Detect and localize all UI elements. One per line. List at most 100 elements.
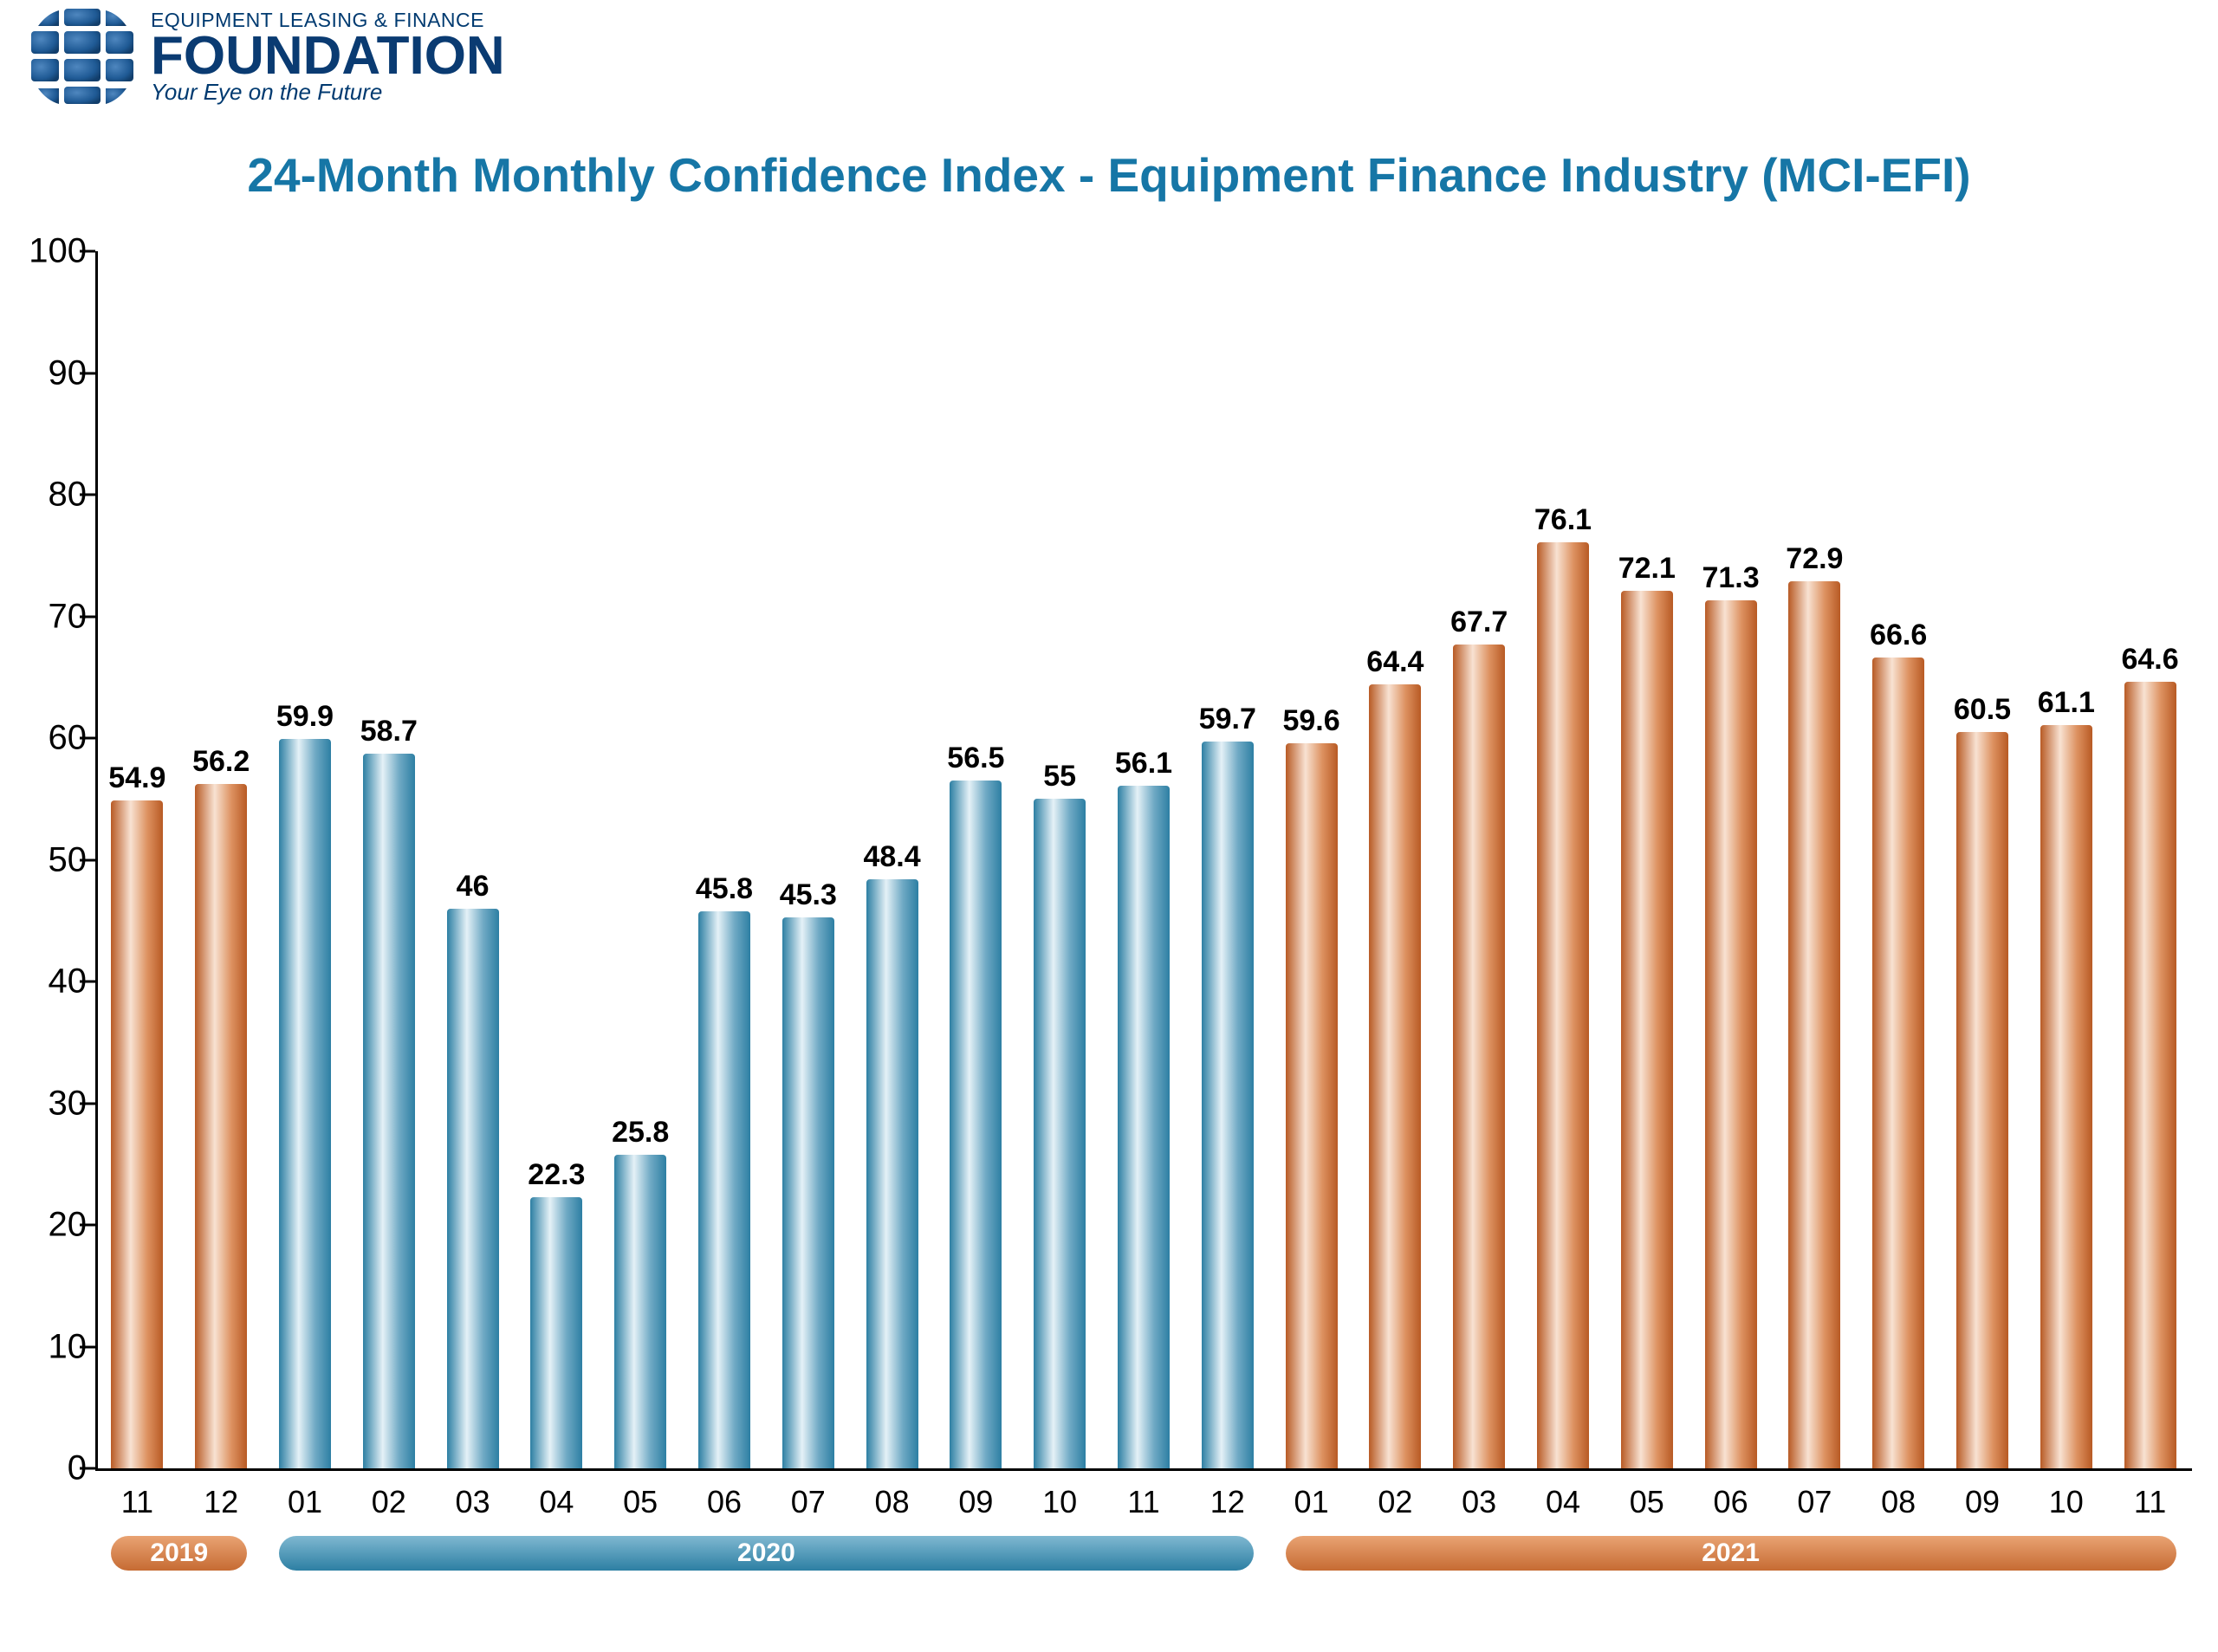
- bar-value-label: 59.6: [1282, 704, 1339, 738]
- x-month-label: 06: [1714, 1484, 1748, 1520]
- bar: 46: [447, 909, 499, 1468]
- bar: 56.2: [195, 784, 247, 1468]
- bar: 58.7: [363, 754, 415, 1468]
- y-tick-mark: [80, 615, 95, 618]
- bar: 60.5: [1956, 732, 2008, 1468]
- bar: 56.1: [1118, 786, 1170, 1468]
- bar: 55: [1034, 799, 1086, 1468]
- bar-value-label: 25.8: [612, 1116, 669, 1150]
- bar-value-label: 71.3: [1702, 561, 1759, 595]
- bar-slot: 56.509: [934, 251, 1018, 1468]
- bar: 45.3: [782, 917, 834, 1468]
- bar-slot: 59.712: [1185, 251, 1269, 1468]
- bar-slot: 56.212: [179, 251, 263, 1468]
- bar: 56.5: [950, 781, 1002, 1468]
- y-tick-mark: [80, 1345, 95, 1348]
- bar-slot: 66.608: [1857, 251, 1941, 1468]
- x-month-label: 05: [623, 1484, 658, 1520]
- bar-slot: 59.601: [1269, 251, 1353, 1468]
- bar-value-label: 67.7: [1450, 606, 1508, 639]
- bar: 61.1: [2040, 725, 2092, 1468]
- bar-value-label: 45.3: [780, 878, 837, 912]
- bar: 25.8: [614, 1155, 666, 1468]
- x-month-label: 03: [456, 1484, 490, 1520]
- y-tick-mark: [80, 981, 95, 983]
- bar-value-label: 72.1: [1618, 552, 1676, 586]
- x-month-label: 11: [2134, 1484, 2166, 1520]
- x-month-label: 11: [1127, 1484, 1159, 1520]
- bar-value-label: 58.7: [360, 715, 418, 748]
- x-month-label: 12: [204, 1484, 238, 1520]
- bar-value-label: 46: [457, 870, 490, 904]
- bar-value-label: 55: [1043, 760, 1076, 794]
- y-tick-mark: [80, 1102, 95, 1105]
- year-group-strip: 2021: [1286, 1536, 2176, 1571]
- bar: 71.3: [1705, 600, 1757, 1468]
- y-tick-mark: [80, 372, 95, 374]
- logo-main-text: FOUNDATION: [151, 32, 505, 81]
- y-tick-mark: [80, 1224, 95, 1227]
- bar-value-label: 56.2: [192, 745, 250, 779]
- bar-slot: 56.111: [1102, 251, 1186, 1468]
- x-month-label: 11: [121, 1484, 153, 1520]
- bar-slot: 61.110: [2024, 251, 2108, 1468]
- y-tick-mark: [80, 250, 95, 253]
- x-month-label: 04: [1546, 1484, 1580, 1520]
- bar-slot: 54.911: [95, 251, 179, 1468]
- bar-value-label: 76.1: [1534, 503, 1592, 537]
- plot-area: 54.91156.21259.90158.702460322.30425.805…: [95, 251, 2192, 1468]
- bar-value-label: 56.5: [947, 742, 1004, 775]
- bar: 45.8: [698, 911, 750, 1468]
- year-group-strip: 2020: [279, 1536, 1254, 1571]
- x-month-label: 02: [1378, 1484, 1412, 1520]
- x-month-label: 03: [1462, 1484, 1496, 1520]
- bar-value-label: 22.3: [528, 1158, 585, 1192]
- bar-slot: 59.901: [263, 251, 347, 1468]
- x-month-label: 07: [1797, 1484, 1832, 1520]
- bar-value-label: 72.9: [1786, 542, 1843, 576]
- x-month-label: 12: [1210, 1484, 1245, 1520]
- x-month-label: 04: [539, 1484, 574, 1520]
- bar: 59.6: [1286, 743, 1338, 1468]
- foundation-logo: EQUIPMENT LEASING & FINANCE FOUNDATION Y…: [26, 5, 505, 109]
- bar: 72.9: [1788, 581, 1840, 1468]
- x-month-label: 02: [372, 1484, 406, 1520]
- x-month-label: 06: [707, 1484, 742, 1520]
- bar-value-label: 45.8: [696, 872, 753, 906]
- bar-slot: 4603: [431, 251, 515, 1468]
- x-month-label: 09: [1965, 1484, 2000, 1520]
- bar-slot: 72.105: [1605, 251, 1689, 1468]
- bar-value-label: 54.9: [108, 761, 165, 795]
- bar-value-label: 48.4: [863, 840, 920, 874]
- bar-slot: 71.306: [1689, 251, 1773, 1468]
- x-axis-line: [95, 1468, 2192, 1471]
- bar: 59.7: [1202, 742, 1254, 1468]
- foundation-logo-mark: [26, 5, 139, 109]
- bar-slot: 72.907: [1773, 251, 1857, 1468]
- y-tick-mark: [80, 1467, 95, 1470]
- bar-value-label: 56.1: [1115, 747, 1172, 781]
- bar: 64.6: [2124, 682, 2176, 1468]
- bar-value-label: 59.9: [276, 700, 334, 734]
- bar: 67.7: [1453, 645, 1505, 1468]
- bar-value-label: 66.6: [1870, 619, 1927, 652]
- bar-slot: 5510: [1018, 251, 1102, 1468]
- bar-slot: 64.611: [2108, 251, 2192, 1468]
- bar: 59.9: [279, 739, 331, 1468]
- bar: 22.3: [530, 1197, 582, 1468]
- x-month-label: 10: [1042, 1484, 1077, 1520]
- bar-slot: 45.806: [683, 251, 767, 1468]
- bar: 64.4: [1369, 684, 1421, 1468]
- bar-slot: 76.104: [1521, 251, 1605, 1468]
- bar-value-label: 61.1: [2038, 686, 2095, 720]
- y-tick-mark: [80, 858, 95, 861]
- x-month-label: 10: [2049, 1484, 2084, 1520]
- x-month-label: 09: [958, 1484, 993, 1520]
- bar-slot: 48.408: [850, 251, 934, 1468]
- bar: 66.6: [1872, 658, 1924, 1468]
- bar-slot: 45.307: [766, 251, 850, 1468]
- bar-value-label: 60.5: [1954, 693, 2011, 727]
- x-month-label: 08: [1881, 1484, 1916, 1520]
- bar-value-label: 59.7: [1199, 703, 1256, 736]
- bar-slot: 60.509: [1941, 251, 2025, 1468]
